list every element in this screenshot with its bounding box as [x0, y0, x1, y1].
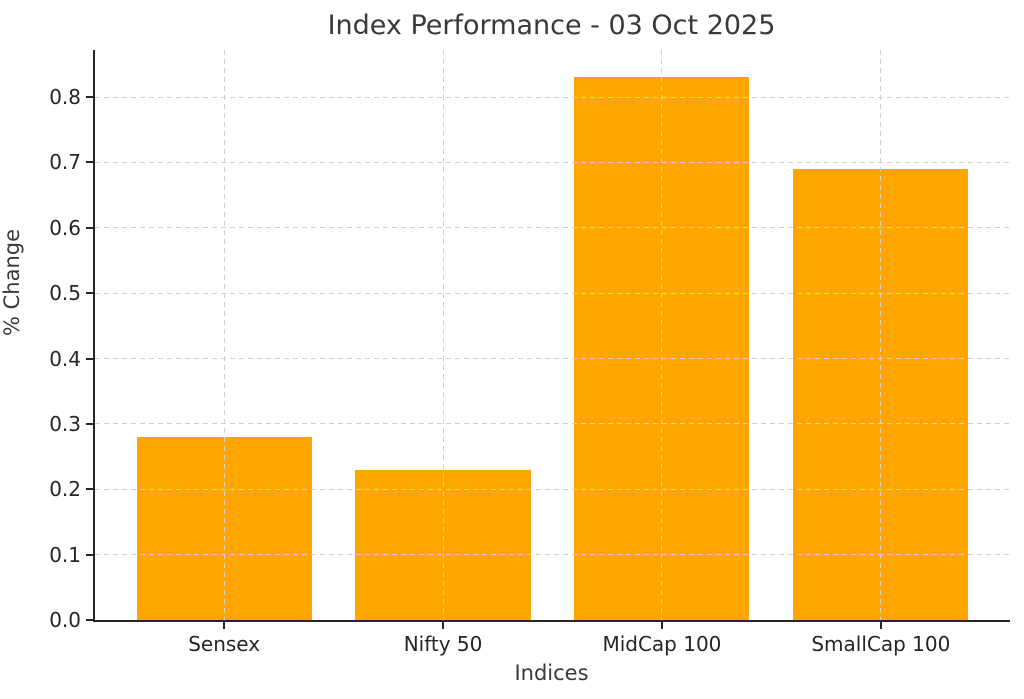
h-gridline [95, 96, 1010, 98]
y-tick-mark [86, 488, 93, 491]
y-tick-label: 0.5 [49, 281, 81, 306]
bar-midcap-100 [574, 77, 750, 620]
h-gridline [95, 161, 1010, 163]
y-tick-mark [86, 161, 93, 164]
y-tick-label: 0.4 [49, 346, 81, 371]
bar-smallcap-100 [793, 168, 969, 620]
x-tick-mark [879, 622, 882, 629]
y-tick-label: 0.6 [49, 215, 81, 240]
y-tick-label: 0.1 [49, 542, 81, 567]
bar-nifty-50 [355, 469, 531, 620]
y-tick-label: 0.0 [49, 608, 81, 632]
y-tick-label: 0.2 [49, 477, 81, 502]
y-tick-mark [86, 553, 93, 556]
x-tick-label-nifty-50: Nifty 50 [403, 632, 483, 656]
bar-sensex [136, 436, 312, 620]
y-tick-mark [86, 422, 93, 425]
x-axis-label: Indices [514, 661, 589, 685]
y-tick-mark [86, 96, 93, 99]
y-tick-mark [86, 619, 93, 621]
x-tick-label-smallcap-100: SmallCap 100 [811, 632, 951, 656]
x-tick-mark [223, 622, 226, 629]
x-tick-mark [660, 622, 663, 629]
y-axis-label: % Change [0, 228, 24, 336]
y-tick-mark [86, 357, 93, 360]
y-tick-label: 0.8 [49, 85, 81, 110]
x-tick-label-sensex: Sensex [188, 632, 261, 656]
y-tick-label: 0.3 [49, 411, 81, 436]
plot-area: 0.0 0.1 0.2 0.3 0.4 0.5 0.6 0.7 0.8 Sensex Nifty 5… [49, 50, 1010, 656]
y-tick-mark [86, 226, 93, 229]
y-tick-label: 0.7 [49, 150, 81, 175]
y-tick-mark [86, 292, 93, 295]
x-tick-mark [442, 622, 445, 629]
chart-title: Index Performance - 03 Oct 2025 [327, 10, 776, 41]
x-tick-label-midcap-100: MidCap 100 [602, 632, 722, 656]
